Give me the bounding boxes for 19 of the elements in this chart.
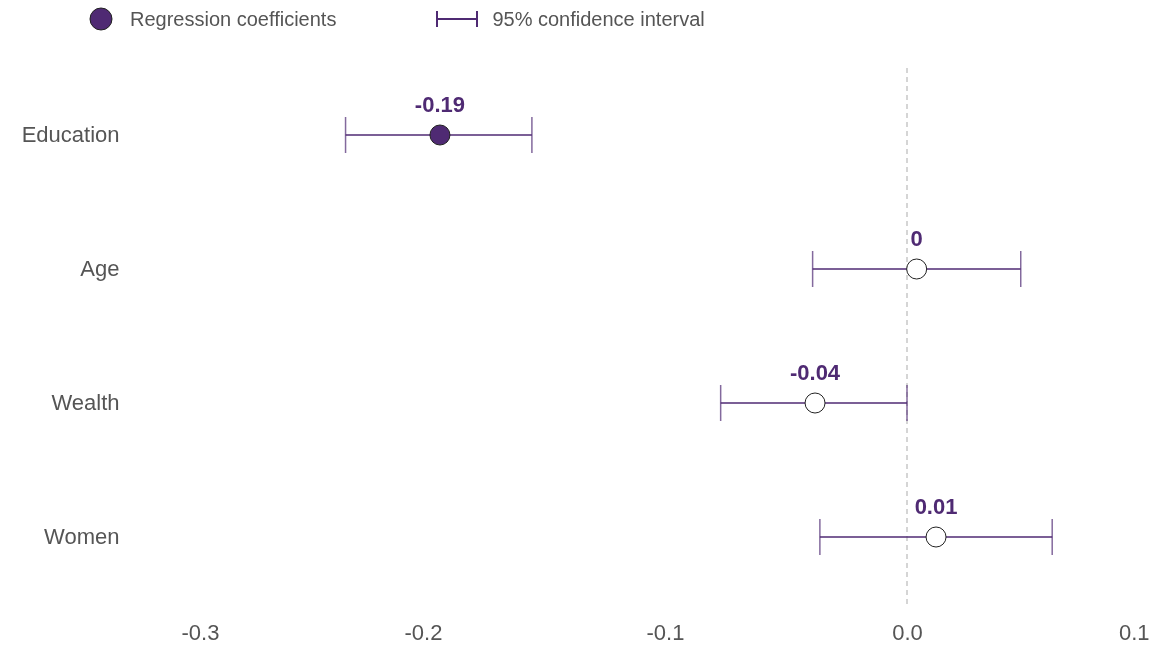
point	[429, 124, 451, 146]
y-tick-label: Age	[80, 256, 120, 281]
point	[906, 258, 928, 280]
data-label: 0.01	[914, 494, 958, 519]
legend-label: Regression coefficients	[130, 7, 337, 31]
point	[925, 526, 947, 548]
x-tick-label: 0.0	[892, 619, 923, 645]
point	[804, 392, 826, 414]
x-tick-label: -0.2	[404, 619, 443, 645]
y-tick-label: Education	[21, 122, 120, 147]
data-label: -0.19	[414, 92, 466, 117]
y-tick-label: Wealth	[51, 390, 120, 415]
data-label: 0	[910, 226, 923, 251]
x-tick-label: -0.3	[181, 619, 220, 645]
x-tick-label: -0.1	[646, 619, 685, 645]
y-tick-label: Women	[44, 524, 120, 549]
x-tick-label: 0.1	[1118, 619, 1150, 645]
data-label: -0.04	[789, 360, 841, 385]
text: 95% confidence interval	[492, 7, 705, 31]
